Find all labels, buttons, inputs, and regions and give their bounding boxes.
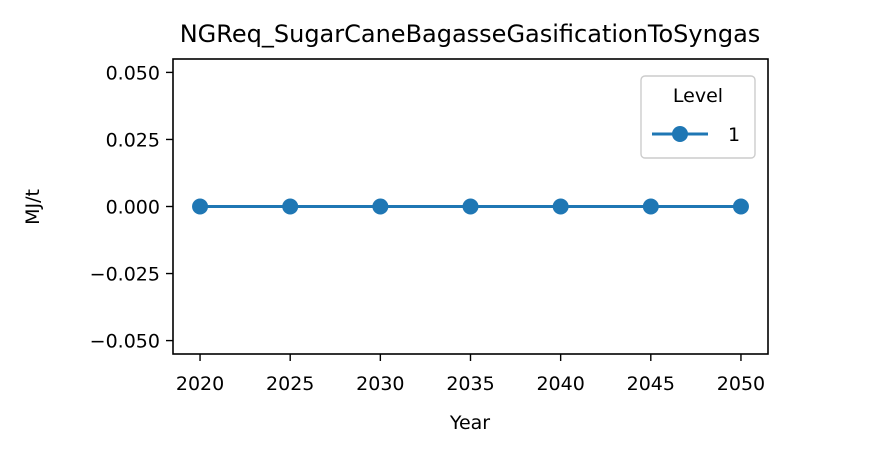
legend-entry-label: 1 <box>728 124 740 146</box>
data-point <box>282 198 299 215</box>
x-tick-label: 2035 <box>446 373 494 395</box>
x-tick-label: 2040 <box>536 373 584 395</box>
y-tick-label: −0.050 <box>90 331 160 353</box>
x-axis-label: Year <box>449 412 490 434</box>
y-tick-label: 0.050 <box>106 62 160 84</box>
legend-entries: 1 <box>652 124 740 146</box>
data-point <box>192 198 209 215</box>
x-tick-label: 2030 <box>356 373 404 395</box>
legend-title: Level <box>673 85 723 107</box>
x-tick-label: 2045 <box>627 373 675 395</box>
y-tick-label: 0.025 <box>106 129 160 151</box>
y-axis-label: MJ/t <box>22 189 44 225</box>
y-tick-label: −0.025 <box>90 264 160 286</box>
data-point <box>462 198 479 215</box>
x-tick-label: 2025 <box>266 373 314 395</box>
plot-area <box>192 198 749 215</box>
data-point <box>372 198 389 215</box>
y-axis-ticks: 0.050 0.025 0.000 −0.025 −0.050 <box>90 62 173 353</box>
x-tick-label: 2050 <box>717 373 765 395</box>
data-point <box>642 198 659 215</box>
data-point <box>732 198 749 215</box>
legend: Level 1 <box>640 75 756 159</box>
x-tick-label: 2020 <box>176 373 224 395</box>
legend-marker <box>672 126 688 142</box>
legend-box <box>640 75 756 159</box>
x-axis-ticks: 2020 2025 2030 2035 2040 2045 2050 <box>176 354 765 395</box>
y-tick-label: 0.000 <box>106 197 160 219</box>
data-point <box>552 198 569 215</box>
chart-title: NGReq_SugarCaneBagasseGasificationToSyng… <box>180 20 761 48</box>
